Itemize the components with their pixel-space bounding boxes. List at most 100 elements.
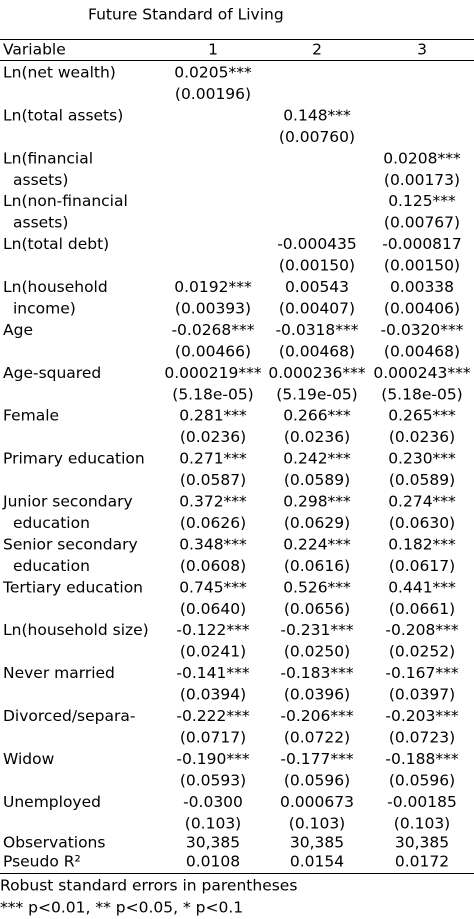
row-label: Never married [3, 664, 115, 682]
row-label: Ln(total debt) [3, 235, 109, 253]
std-error: (0.00173) [384, 171, 460, 189]
std-error: (0.00767) [384, 214, 460, 232]
stat-value: 30,385 [395, 834, 449, 852]
std-error: (5.18e-05) [381, 385, 462, 403]
std-error: (0.0626) [180, 514, 246, 532]
coefficient: -0.00185 [387, 793, 457, 811]
std-error: (0.00150) [384, 257, 460, 275]
note: Robust standard errors in parentheses [0, 877, 297, 895]
row-label: assets) [13, 214, 68, 232]
coefficient: 0.00338 [390, 278, 454, 296]
std-error: (0.0596) [389, 771, 455, 789]
coefficient: 0.348*** [179, 535, 247, 553]
std-error: (0.103) [185, 814, 241, 832]
coefficient: 0.0205*** [174, 64, 252, 82]
coefficient: 0.372*** [179, 493, 247, 511]
std-error: (0.00466) [175, 342, 251, 360]
row-label: education [13, 514, 90, 532]
row-label: Ln(net wealth) [3, 64, 116, 82]
coefficient: -0.203*** [385, 707, 458, 725]
std-error: (0.00196) [175, 85, 251, 103]
coefficient: -0.222*** [176, 707, 249, 725]
row-label: Age [3, 321, 33, 339]
std-error: (0.103) [289, 814, 345, 832]
stat-value: 0.0108 [186, 853, 240, 871]
std-error: (5.18e-05) [172, 385, 253, 403]
coefficient: 0.271*** [179, 450, 247, 468]
coefficient: -0.0300 [183, 793, 243, 811]
std-error: (0.0250) [284, 643, 350, 661]
coefficient: 0.274*** [388, 493, 456, 511]
std-error: (0.0236) [389, 428, 455, 446]
std-error: (0.0723) [389, 729, 455, 747]
row-label: income) [13, 300, 76, 318]
coefficient: 0.000243*** [373, 364, 470, 382]
stat-label: Pseudo R² [3, 853, 81, 871]
coefficient: -0.188*** [385, 750, 458, 768]
std-error: (0.00150) [279, 257, 355, 275]
header-cell: 2 [312, 41, 322, 59]
coefficient: 0.242*** [283, 450, 351, 468]
std-error: (0.00406) [384, 300, 460, 318]
row-label: assets) [13, 171, 68, 189]
coefficient: -0.206*** [280, 707, 353, 725]
header-cell: 1 [208, 41, 218, 59]
row-label: Divorced/separa- [3, 707, 135, 725]
std-error: (0.0396) [284, 686, 350, 704]
coefficient: -0.000435 [277, 235, 357, 253]
std-error: (0.00407) [279, 300, 355, 318]
row-label: Widow [3, 750, 55, 768]
std-error: (0.0236) [180, 428, 246, 446]
coefficient: -0.000817 [382, 235, 462, 253]
row-label: Ln(non-financial [3, 192, 128, 210]
coefficient: -0.0320*** [380, 321, 463, 339]
coefficient: 0.000219*** [164, 364, 261, 382]
header-cell: 3 [417, 41, 427, 59]
std-error: (0.0656) [284, 600, 350, 618]
coefficient: 0.441*** [388, 578, 456, 596]
std-error: (0.0608) [180, 557, 246, 575]
note: *** p<0.01, ** p<0.05, * p<0.1 [0, 899, 243, 917]
coefficient: 0.265*** [388, 407, 456, 425]
std-error: (0.0630) [389, 514, 455, 532]
std-error: (0.0587) [180, 471, 246, 489]
row-label: Ln(total assets) [3, 106, 123, 124]
std-error: (0.0589) [389, 471, 455, 489]
std-error: (0.0241) [180, 643, 246, 661]
std-error: (0.0589) [284, 471, 350, 489]
table-title: Future Standard of Living [88, 6, 284, 24]
coefficient: 0.0192*** [174, 278, 252, 296]
coefficient: 0.298*** [283, 493, 351, 511]
std-error: (0.0593) [180, 771, 246, 789]
row-label: Primary education [3, 450, 145, 468]
std-error: (0.103) [394, 814, 450, 832]
coefficient: -0.167*** [385, 664, 458, 682]
coefficient: 0.281*** [179, 407, 247, 425]
stat-value: 30,385 [290, 834, 344, 852]
coefficient: -0.177*** [280, 750, 353, 768]
std-error: (0.0722) [284, 729, 350, 747]
row-label: Tertiary education [2, 578, 143, 596]
coefficient: -0.0318*** [275, 321, 358, 339]
row-label: Ln(household size) [3, 621, 149, 639]
stat-value: 0.0172 [395, 853, 449, 871]
row-label: Ln(financial [3, 149, 93, 167]
coefficient: 0.00543 [285, 278, 349, 296]
coefficient: -0.190*** [176, 750, 249, 768]
row-label: Unemployed [3, 793, 101, 811]
coefficient: 0.230*** [388, 450, 456, 468]
std-error: (0.0661) [389, 600, 455, 618]
std-error: (0.0596) [284, 771, 350, 789]
row-label: Age-squared [3, 364, 101, 382]
row-label: Senior secondary [3, 535, 138, 553]
std-error: (0.00760) [279, 128, 355, 146]
std-error: (0.0640) [180, 600, 246, 618]
header-cell: Variable [3, 41, 66, 59]
row-label: education [13, 557, 90, 575]
stat-value: 0.0154 [290, 853, 344, 871]
coefficient: 0.526*** [283, 578, 351, 596]
coefficient: -0.231*** [280, 621, 353, 639]
std-error: (0.00468) [384, 342, 460, 360]
coefficient: 0.148*** [283, 106, 351, 124]
